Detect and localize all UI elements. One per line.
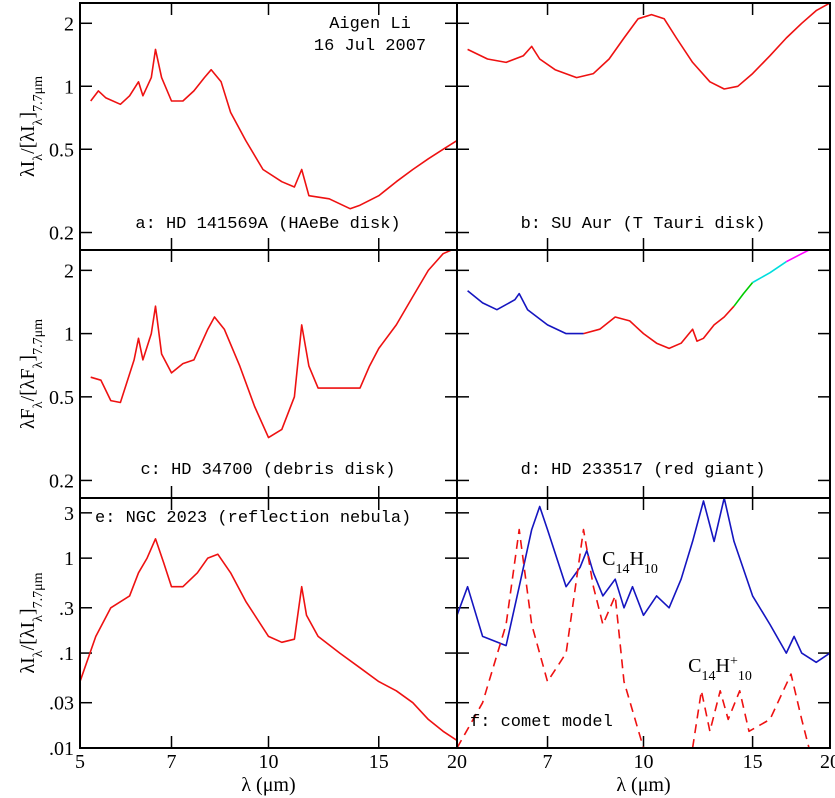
x-tick-label: 20 (820, 751, 835, 773)
text-part: /[λF (17, 368, 39, 401)
text-part: 14 (615, 562, 629, 577)
y-tick-label: 0.5 (49, 139, 74, 161)
x-tick-label: 15 (743, 751, 763, 773)
spectrum-line (785, 250, 810, 263)
spectrum-line (583, 305, 735, 350)
text-part: H (715, 655, 729, 677)
y-tick-label: .3 (59, 598, 74, 620)
y-tick-label: 3 (64, 503, 74, 525)
text-part: λI (17, 657, 39, 673)
y-tick-label: 2 (64, 13, 74, 35)
spectrum-line (90, 250, 452, 439)
spectrum-line (467, 290, 584, 335)
text-part: C (688, 655, 701, 677)
text-part: 7.7μm (31, 319, 46, 355)
text-part: Aigen Li (329, 15, 411, 34)
spectrum-line (467, 3, 830, 90)
y-axis-label: λFλ/[λFλ]7.7μm (17, 319, 46, 429)
text-part: ] (17, 608, 39, 615)
text-part: λ (31, 361, 46, 368)
text-part: /[λI (17, 125, 39, 154)
spectrum-line (457, 498, 830, 664)
panel-frame (79, 497, 458, 749)
y-axis-label: λIλ/[λIλ]7.7μm (17, 76, 46, 177)
text-part: λI (17, 161, 39, 177)
panel-frame (456, 497, 831, 749)
panel-label: e: NGC 2023 (reflection nebula) (95, 509, 411, 528)
x-axis-label: λ (μm) (616, 774, 670, 796)
y-tick-label: 1 (64, 324, 74, 346)
text-part: λ (31, 650, 46, 657)
text-part: λF (17, 408, 39, 429)
x-tick-label: 10 (634, 751, 654, 773)
text-part: 14 (701, 669, 715, 684)
text-part: /[λI (17, 622, 39, 651)
text-part: 10 (738, 669, 752, 684)
x-tick-label: 15 (369, 751, 389, 773)
panel-label: a: HD 141569A (HAeBe disk) (135, 215, 400, 234)
x-tick-label: 10 (259, 751, 279, 773)
text-part: λ (31, 118, 46, 125)
annotation: C14H+10 (688, 654, 752, 684)
panel-label: c: HD 34700 (debris disk) (140, 461, 395, 480)
y-tick-label: .1 (59, 643, 74, 665)
x-tick-label: 5 (75, 751, 85, 773)
y-tick-label: 2 (64, 260, 74, 282)
y-tick-label: 1 (64, 76, 74, 98)
annotation: Aigen Li (329, 15, 411, 34)
y-tick-label: 0.5 (49, 387, 74, 409)
x-axis-label: λ (μm) (241, 774, 295, 796)
x-tick-label: 7 (167, 751, 177, 773)
text-part: λ (31, 615, 46, 622)
x-tick-label: 7 (543, 751, 553, 773)
text-part: ] (17, 355, 39, 362)
text-part: λ (31, 154, 46, 161)
spectrum-line (90, 48, 457, 210)
annotation: 16 Jul 2007 (314, 37, 426, 56)
panel-label: d: HD 233517 (red giant) (521, 461, 766, 480)
spectrum-line (752, 261, 787, 284)
text-part: C (602, 548, 615, 570)
panel-frame (456, 2, 831, 251)
text-part: + (730, 654, 738, 669)
panel-label: b: SU Aur (T Tauri disk) (521, 215, 766, 234)
text-part: ] (17, 112, 39, 119)
y-tick-label: 0.2 (49, 223, 74, 245)
text-part: 7.7μm (31, 76, 46, 112)
text-part: H (629, 548, 643, 570)
text-part: 16 Jul 2007 (314, 37, 426, 56)
y-tick-label: .01 (49, 738, 74, 760)
spectrum-line (457, 528, 810, 748)
annotation: C14H10 (602, 548, 658, 577)
y-axis-label: λIλ/[λIλ]7.7μm (17, 572, 46, 673)
y-tick-label: .03 (49, 693, 74, 715)
text-part: 10 (644, 562, 658, 577)
spectrum-line (733, 281, 754, 307)
y-tick-label: 0.2 (49, 470, 74, 492)
spectrum-line (80, 538, 457, 742)
text-part: 7.7μm (31, 572, 46, 608)
y-tick-label: 1 (64, 548, 74, 570)
panel-label: f: comet model (470, 713, 613, 732)
text-part: λ (31, 401, 46, 408)
x-tick-label: 20 (447, 751, 467, 773)
